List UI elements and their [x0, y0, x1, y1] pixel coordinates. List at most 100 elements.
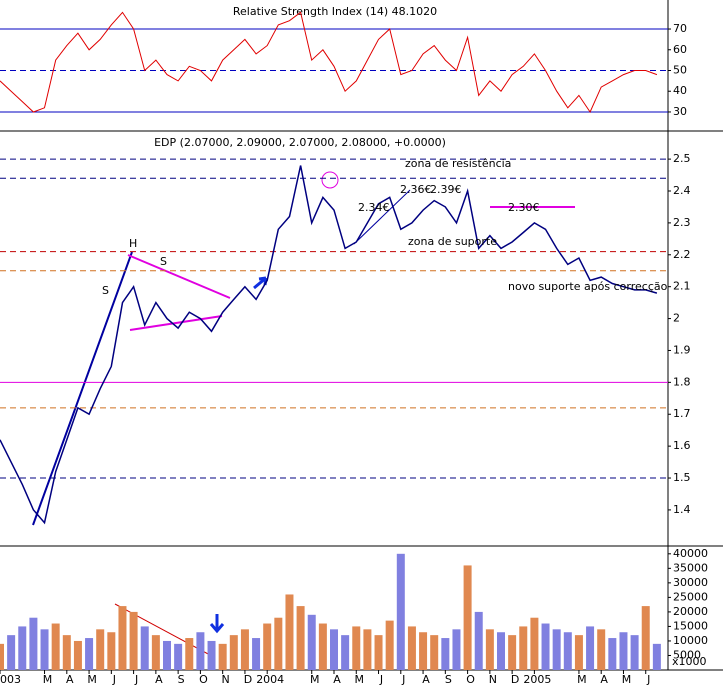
- volume-bar: [129, 611, 138, 670]
- volume-bar: [296, 606, 305, 670]
- arrow: [209, 614, 225, 634]
- volume-bar: [407, 626, 416, 670]
- volume-bar: [107, 632, 116, 670]
- volume-bar: [218, 643, 227, 670]
- volume-bar: [441, 638, 450, 670]
- volume-bar: [307, 614, 316, 670]
- x-tick-label: 2005: [523, 673, 551, 686]
- x-tick-label: J: [646, 673, 650, 686]
- price-line: [0, 165, 658, 525]
- annotation: H: [129, 237, 137, 250]
- volume-bar: [62, 635, 71, 670]
- annotation: zona de suporte: [408, 235, 497, 248]
- x-tick-label: 003: [0, 673, 21, 686]
- volume-bar: [18, 626, 27, 670]
- volume-bar: [519, 626, 528, 670]
- volume-bar: [508, 635, 517, 670]
- x-tick-label: M: [43, 673, 53, 686]
- y-tick-label: 40000: [673, 547, 708, 560]
- volume-bar: [163, 640, 171, 670]
- y-tick-label: 50: [673, 63, 687, 76]
- price-title: EDP (2.07000, 2.09000, 2.07000, 2.08000,…: [154, 136, 446, 149]
- x-tick-label: J: [401, 673, 405, 686]
- volume-bar: [140, 626, 149, 670]
- volume-bar: [196, 632, 205, 670]
- annotation: S: [102, 284, 109, 297]
- y-tick-label: 30000: [673, 576, 708, 589]
- volume-bar: [274, 617, 283, 670]
- volume-bar: [474, 611, 483, 670]
- x-tick-label: S: [445, 673, 452, 686]
- volume-bar: [285, 594, 294, 670]
- volume-bar: [641, 606, 650, 670]
- volume-bar: [452, 629, 461, 670]
- volume-bar: [207, 640, 216, 670]
- volume-bar: [608, 638, 617, 670]
- x-tick-label: O: [466, 673, 475, 686]
- volume-bar: [541, 623, 550, 670]
- volume-unit: x1000: [672, 655, 707, 668]
- y-tick-label: 2.1: [673, 280, 691, 293]
- x-tick-label: N: [222, 673, 230, 686]
- x-tick-label: M: [310, 673, 320, 686]
- x-tick-label: A: [66, 673, 74, 686]
- y-tick-label: 1.7: [673, 407, 691, 420]
- volume-bar: [552, 629, 561, 670]
- annotation: novo suporte após correcção: [508, 280, 668, 293]
- volume-bar: [597, 629, 606, 670]
- volume-bar: [96, 629, 105, 670]
- volume-bar: [396, 553, 405, 670]
- volume-bar: [263, 623, 272, 670]
- volume-bar: [29, 617, 38, 670]
- x-tick-label: 2004: [256, 673, 284, 686]
- x-tick-label: M: [622, 673, 632, 686]
- volume-bar: [385, 620, 394, 670]
- annotation: S: [160, 255, 167, 268]
- volume-bar: [352, 626, 361, 670]
- y-tick-label: 1.4: [673, 503, 691, 516]
- y-tick-label: 1.6: [673, 439, 691, 452]
- volume-bar: [174, 643, 183, 670]
- x-tick-label: O: [199, 673, 208, 686]
- volume-bar: [229, 635, 238, 670]
- x-tick-label: A: [155, 673, 163, 686]
- x-tick-label: S: [178, 673, 185, 686]
- volume-bar: [430, 635, 439, 670]
- triangle-line: [127, 254, 231, 299]
- volume-bar: [341, 635, 350, 670]
- volume-bar: [330, 629, 338, 670]
- annotation: 2.30€: [508, 201, 540, 214]
- volume-bar: [40, 629, 49, 670]
- y-tick-label: 15000: [673, 619, 708, 632]
- volume-bar: [252, 638, 261, 670]
- x-tick-label: A: [333, 673, 341, 686]
- volume-bar: [185, 638, 194, 670]
- marker-circle: [321, 171, 339, 189]
- x-tick-label: J: [134, 673, 138, 686]
- volume-bar: [463, 565, 472, 670]
- y-tick-label: 30: [673, 105, 687, 118]
- volume-bar: [240, 629, 249, 670]
- annotation: 2.34€: [358, 201, 390, 214]
- volume-bar: [619, 632, 628, 670]
- triangle-line: [129, 315, 223, 331]
- volume-bar: [0, 643, 4, 670]
- x-tick-label: M: [87, 673, 97, 686]
- volume-bar: [318, 623, 327, 670]
- rsi-title: Relative Strength Index (14) 48.1020: [233, 5, 437, 18]
- volume-bar: [485, 629, 494, 670]
- volume-bar: [630, 635, 639, 670]
- x-tick-label: J: [112, 673, 116, 686]
- volume-bar: [574, 635, 583, 670]
- trend-line: [353, 189, 411, 245]
- x-tick-label: A: [422, 673, 430, 686]
- volume-bar: [563, 632, 572, 670]
- y-tick-label: 35000: [673, 561, 708, 574]
- x-tick-label: A: [600, 673, 608, 686]
- annotation: 2.36€: [400, 183, 432, 196]
- x-tick-label: D: [244, 673, 252, 686]
- y-tick-label: 5000: [673, 648, 701, 661]
- volume-bar: [497, 632, 505, 670]
